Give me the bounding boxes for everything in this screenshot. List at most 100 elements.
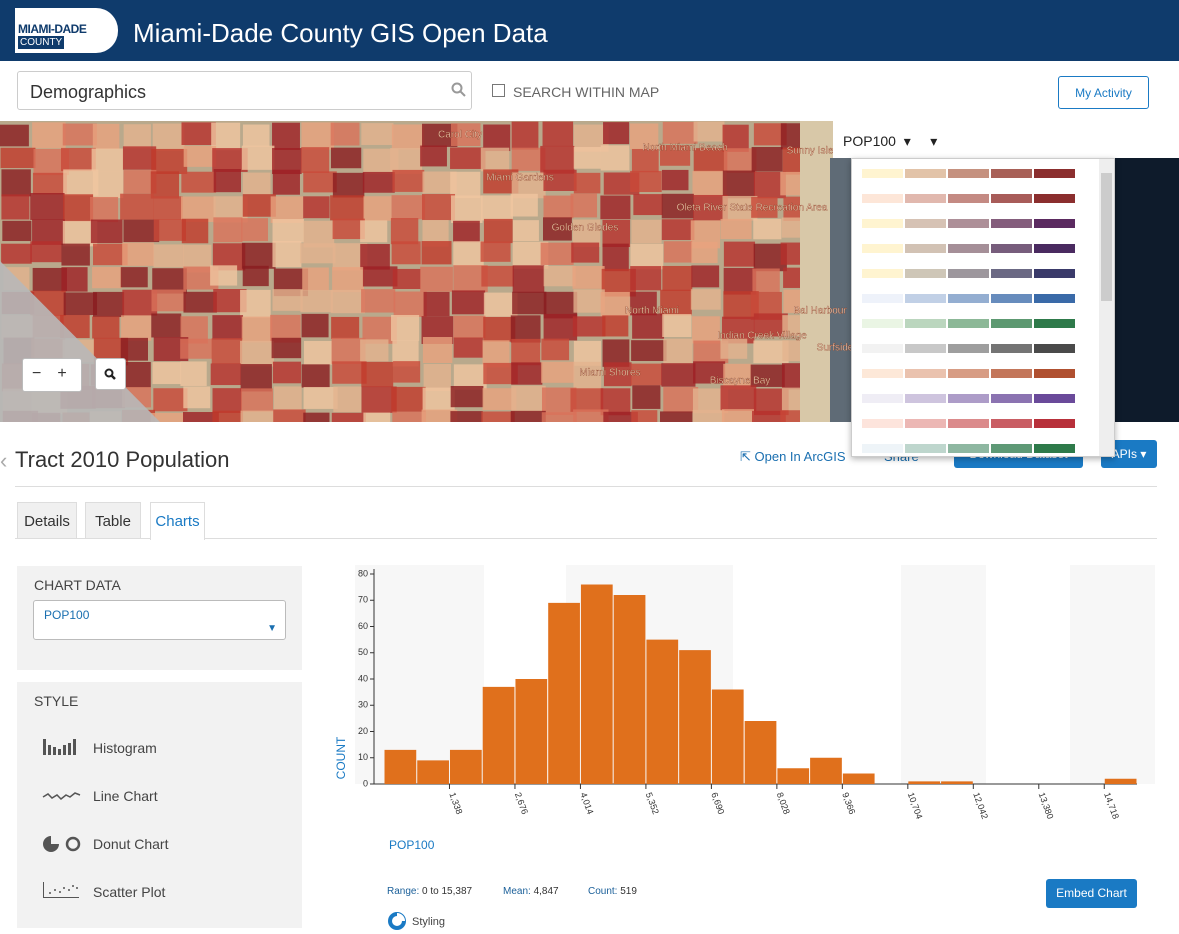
palette-swatch[interactable] [948, 319, 989, 328]
palette-swatch[interactable] [991, 369, 1032, 378]
palette-swatch[interactable] [1034, 344, 1075, 353]
style-option[interactable]: Scatter Plot [93, 884, 166, 900]
palette-swatch[interactable] [948, 169, 989, 178]
palette-swatch[interactable] [862, 444, 903, 453]
palette-swatch[interactable] [991, 294, 1032, 303]
styling-link[interactable]: Styling [412, 916, 446, 928]
map-tract [603, 362, 632, 387]
checkbox[interactable] [492, 84, 505, 97]
palette-swatch[interactable] [862, 219, 903, 228]
palette-swatch[interactable] [948, 369, 989, 378]
palette-swatch[interactable] [991, 319, 1032, 328]
map-tract [122, 146, 157, 170]
layer-select[interactable]: POP100 ▾ ▾ [843, 133, 938, 149]
map-tract [751, 146, 783, 172]
map-tract [631, 410, 658, 422]
palette-swatch[interactable] [948, 244, 989, 253]
palette-swatch[interactable] [862, 294, 903, 303]
map-tract [151, 148, 188, 175]
palette-swatch[interactable] [1034, 169, 1075, 178]
map-tract [153, 244, 184, 268]
map-tract [572, 266, 605, 289]
palette-swatch[interactable] [862, 194, 903, 203]
style-option[interactable]: Histogram [93, 740, 157, 756]
style-option[interactable]: Line Chart [93, 788, 158, 804]
palette-swatch[interactable] [948, 444, 989, 453]
style-panel: STYLE [17, 682, 302, 928]
palette-swatch[interactable] [905, 394, 946, 403]
palette-swatch[interactable] [948, 194, 989, 203]
palette-swatch[interactable] [905, 269, 946, 278]
map-tract [630, 123, 659, 150]
palette-swatch[interactable] [1034, 294, 1075, 303]
back-chevron[interactable]: ‹ [0, 448, 8, 473]
scroll-thumb[interactable] [1101, 173, 1112, 301]
palette-swatch[interactable] [905, 219, 946, 228]
palette-swatch[interactable] [905, 244, 946, 253]
tab-active[interactable]: Charts [150, 502, 205, 540]
palette-swatch[interactable] [991, 219, 1032, 228]
my-activity-button[interactable]: My Activity [1058, 76, 1149, 109]
palette-swatch[interactable] [991, 394, 1032, 403]
palette-swatch[interactable] [1034, 419, 1075, 428]
map-tract [602, 339, 630, 367]
palette-swatch[interactable] [991, 444, 1032, 453]
map-search-button[interactable] [95, 358, 126, 390]
palette-swatch[interactable] [948, 419, 989, 428]
palette-swatch[interactable] [991, 269, 1032, 278]
palette-swatch[interactable] [1034, 319, 1075, 328]
style-option[interactable]: Donut Chart [93, 836, 169, 852]
stat-value: 519 [620, 886, 637, 897]
palette-swatch[interactable] [1034, 219, 1075, 228]
palette-swatch[interactable] [991, 344, 1032, 353]
palette-swatch[interactable] [948, 294, 989, 303]
palette-swatch[interactable] [948, 344, 989, 353]
palette-swatch[interactable] [862, 344, 903, 353]
map-tract [662, 121, 698, 144]
open-arcgis-link[interactable]: ⇱ Open In ArcGIS [740, 449, 846, 464]
map-tract [543, 169, 577, 191]
palette-swatch[interactable] [905, 344, 946, 353]
palette-swatch[interactable] [862, 269, 903, 278]
tab[interactable]: Details [17, 502, 77, 539]
logo[interactable]: MIAMI-DADE COUNTY [15, 8, 118, 53]
palette-swatch[interactable] [991, 194, 1032, 203]
palette-swatch[interactable] [991, 419, 1032, 428]
palette-dropdown [851, 158, 1115, 457]
map-tract [603, 122, 630, 145]
map-tract [511, 147, 546, 171]
palette-swatch[interactable] [1034, 244, 1075, 253]
zoom-out[interactable]: − [32, 365, 42, 382]
palette-swatch[interactable] [862, 419, 903, 428]
palette-swatch[interactable] [862, 319, 903, 328]
tab[interactable]: Table [85, 502, 141, 539]
palette-swatch[interactable] [948, 269, 989, 278]
palette-swatch[interactable] [991, 169, 1032, 178]
palette-swatch[interactable] [905, 169, 946, 178]
palette-swatch[interactable] [905, 194, 946, 203]
palette-swatch[interactable] [905, 294, 946, 303]
palette-swatch[interactable] [862, 394, 903, 403]
zoom-in[interactable]: + [57, 365, 67, 382]
embed-button[interactable]: Embed Chart [1046, 879, 1137, 908]
palette-swatch[interactable] [1034, 194, 1075, 203]
field-select[interactable]: POP100 ▼ [33, 600, 286, 640]
palette-swatch[interactable] [991, 244, 1032, 253]
y-tick-label: 10 [358, 752, 368, 762]
palette-swatch[interactable] [1034, 444, 1075, 453]
search-box[interactable]: Demographics [17, 71, 472, 110]
palette-swatch[interactable] [1034, 369, 1075, 378]
palette-swatch[interactable] [862, 169, 903, 178]
map-tract [152, 268, 187, 294]
palette-swatch[interactable] [948, 394, 989, 403]
palette-swatch[interactable] [862, 244, 903, 253]
palette-swatch[interactable] [948, 219, 989, 228]
map-tract [240, 289, 271, 318]
palette-swatch[interactable] [905, 319, 946, 328]
palette-swatch[interactable] [905, 444, 946, 453]
palette-swatch[interactable] [905, 369, 946, 378]
palette-swatch[interactable] [1034, 394, 1075, 403]
palette-swatch[interactable] [862, 369, 903, 378]
palette-swatch[interactable] [1034, 269, 1075, 278]
palette-swatch[interactable] [905, 419, 946, 428]
